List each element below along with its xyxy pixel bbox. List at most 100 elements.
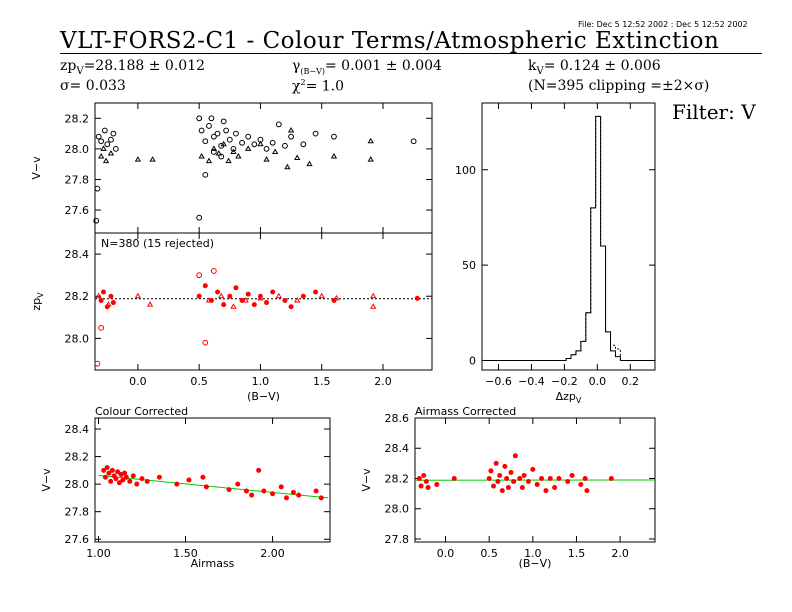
- bottom-left-point: [414, 295, 420, 301]
- airmass-corrected-point: [421, 472, 427, 478]
- top-left-point: [108, 136, 114, 143]
- airmass-corrected-point: [539, 475, 545, 481]
- airmass-corrected-point: [451, 475, 457, 481]
- histogram-xtick-label: −0.6: [485, 375, 512, 388]
- top-left-point: [94, 185, 101, 192]
- bottom-left-point: [230, 303, 237, 309]
- k-param: kV= 0.124 ± 0.006: [528, 58, 661, 77]
- top-left-point: [251, 141, 258, 148]
- bottom-left-point: [270, 289, 276, 295]
- airmass-corrected-ytick-label: 28.2: [385, 472, 410, 485]
- histogram-xtick-label: −0.4: [518, 375, 545, 388]
- airmass-corrected-point: [578, 482, 584, 488]
- top-left-point: [263, 156, 270, 162]
- colour-corrected-ytick-label: 27.6: [65, 533, 90, 546]
- filter-label: Filter: V: [672, 100, 756, 124]
- bottom-left-xlabel: (B−V): [247, 390, 280, 403]
- colour-corrected-point: [122, 470, 128, 476]
- top-left-point: [269, 139, 276, 146]
- bottom-left-point: [95, 292, 102, 299]
- airmass-corrected-point: [423, 479, 429, 485]
- bottom-left-point: [251, 302, 257, 308]
- bottom-left-point: [205, 296, 213, 303]
- top-left-point: [210, 145, 218, 151]
- colour-corrected-point: [200, 474, 206, 480]
- bottom-left-ytick-label: 28.4: [65, 248, 90, 261]
- histogram-ytick-label: 100: [455, 164, 476, 177]
- bottom-left-point: [331, 297, 337, 303]
- top-left-point: [104, 141, 111, 148]
- airmass-corrected-point: [499, 488, 505, 494]
- bottom-left-point: [146, 301, 154, 307]
- bottom-left-point: [196, 293, 202, 299]
- top-left-point: [223, 127, 230, 134]
- airmass-corrected-point: [416, 475, 422, 481]
- airmass-corrected-point: [582, 475, 588, 481]
- chi-value: = 1.0: [305, 78, 345, 95]
- airmass-corrected-point: [525, 479, 531, 485]
- colour-corrected-ytick-label: 28.0: [65, 478, 90, 491]
- k-symbol: k: [528, 58, 537, 74]
- top-left-point: [93, 217, 100, 224]
- airmass-corrected-point: [608, 475, 614, 481]
- bottom-left-point: [221, 302, 227, 308]
- bottom-left-point: [94, 360, 101, 367]
- bottom-left-frame: [94, 232, 433, 371]
- histogram-ytick-label: 50: [462, 259, 476, 272]
- top-left-point: [330, 153, 338, 159]
- bottom-left-xtick-label: 2.0: [374, 375, 392, 388]
- airmass-corrected-point: [497, 472, 503, 478]
- airmass-corrected-point: [495, 479, 501, 485]
- colour-corrected-point: [123, 474, 129, 480]
- title-rule: [60, 53, 762, 54]
- histogram-selected-step: [482, 115, 655, 361]
- top-left-point: [95, 133, 102, 140]
- gamma-sub: (B−V): [300, 66, 325, 76]
- bottom-left-ytick-label: 28.2: [65, 290, 90, 303]
- sigma-param: σ= 0.033: [60, 78, 126, 94]
- top-left-ytick-label: 27.8: [65, 173, 90, 186]
- top-left-point: [288, 133, 294, 140]
- bottom-left-point: [294, 296, 301, 303]
- airmass-corrected-ytick-label: 28.0: [385, 503, 410, 516]
- bottom-left-point: [257, 294, 264, 301]
- bottom-left-xtick-label: 0.5: [190, 375, 208, 388]
- airmass-corrected-point: [505, 485, 511, 491]
- colour-corrected-point: [278, 484, 284, 490]
- histogram-xtick-label: −0.2: [551, 375, 578, 388]
- colour-corrected-point: [174, 481, 180, 487]
- colour-corrected-point: [113, 476, 119, 482]
- colour-corrected-point: [116, 480, 122, 486]
- gamma-param: γ(B−V)= 0.001 ± 0.004: [292, 58, 442, 76]
- colour-corrected-point: [127, 478, 133, 484]
- airmass-corrected-ytick-label: 27.8: [385, 533, 410, 546]
- k-sub: V: [536, 65, 544, 77]
- gamma-value: = 0.001 ± 0.004: [324, 58, 442, 74]
- airmass-corrected-point: [418, 483, 424, 489]
- colour-corrected-ytick-label: 28.2: [65, 451, 90, 464]
- airmass-corrected-xtick-label: 0.5: [480, 547, 498, 560]
- zp-sub: V: [76, 65, 84, 77]
- airmass-corrected-xlabel: (B−V): [519, 557, 552, 570]
- top-left-point: [110, 130, 117, 137]
- top-left-point: [134, 156, 142, 162]
- bottom-left-point: [282, 297, 288, 303]
- clipping-note: (N=395 clipping =±2×σ): [528, 78, 710, 94]
- top-left-point: [202, 138, 209, 145]
- top-left-point: [225, 157, 232, 164]
- chi-symbol: χ: [292, 78, 301, 95]
- bottom-left-point: [210, 268, 217, 274]
- airmass-corrected-point: [517, 475, 523, 481]
- colour-corrected-xtick-label: 1.00: [86, 547, 111, 560]
- colour-corrected-point: [139, 476, 145, 482]
- colour-corrected-point: [130, 473, 136, 479]
- bottom-left-ytick-label: 28.0: [65, 332, 90, 345]
- top-left-point: [235, 153, 242, 159]
- top-left-point: [102, 157, 110, 164]
- bottom-left-point: [98, 297, 104, 303]
- bottom-left-ylabel: zpV: [30, 292, 45, 311]
- airmass-corrected-point: [519, 485, 525, 491]
- colour-corrected-point: [104, 465, 110, 471]
- top-left-point: [100, 145, 107, 151]
- zp-label: zp: [60, 58, 77, 74]
